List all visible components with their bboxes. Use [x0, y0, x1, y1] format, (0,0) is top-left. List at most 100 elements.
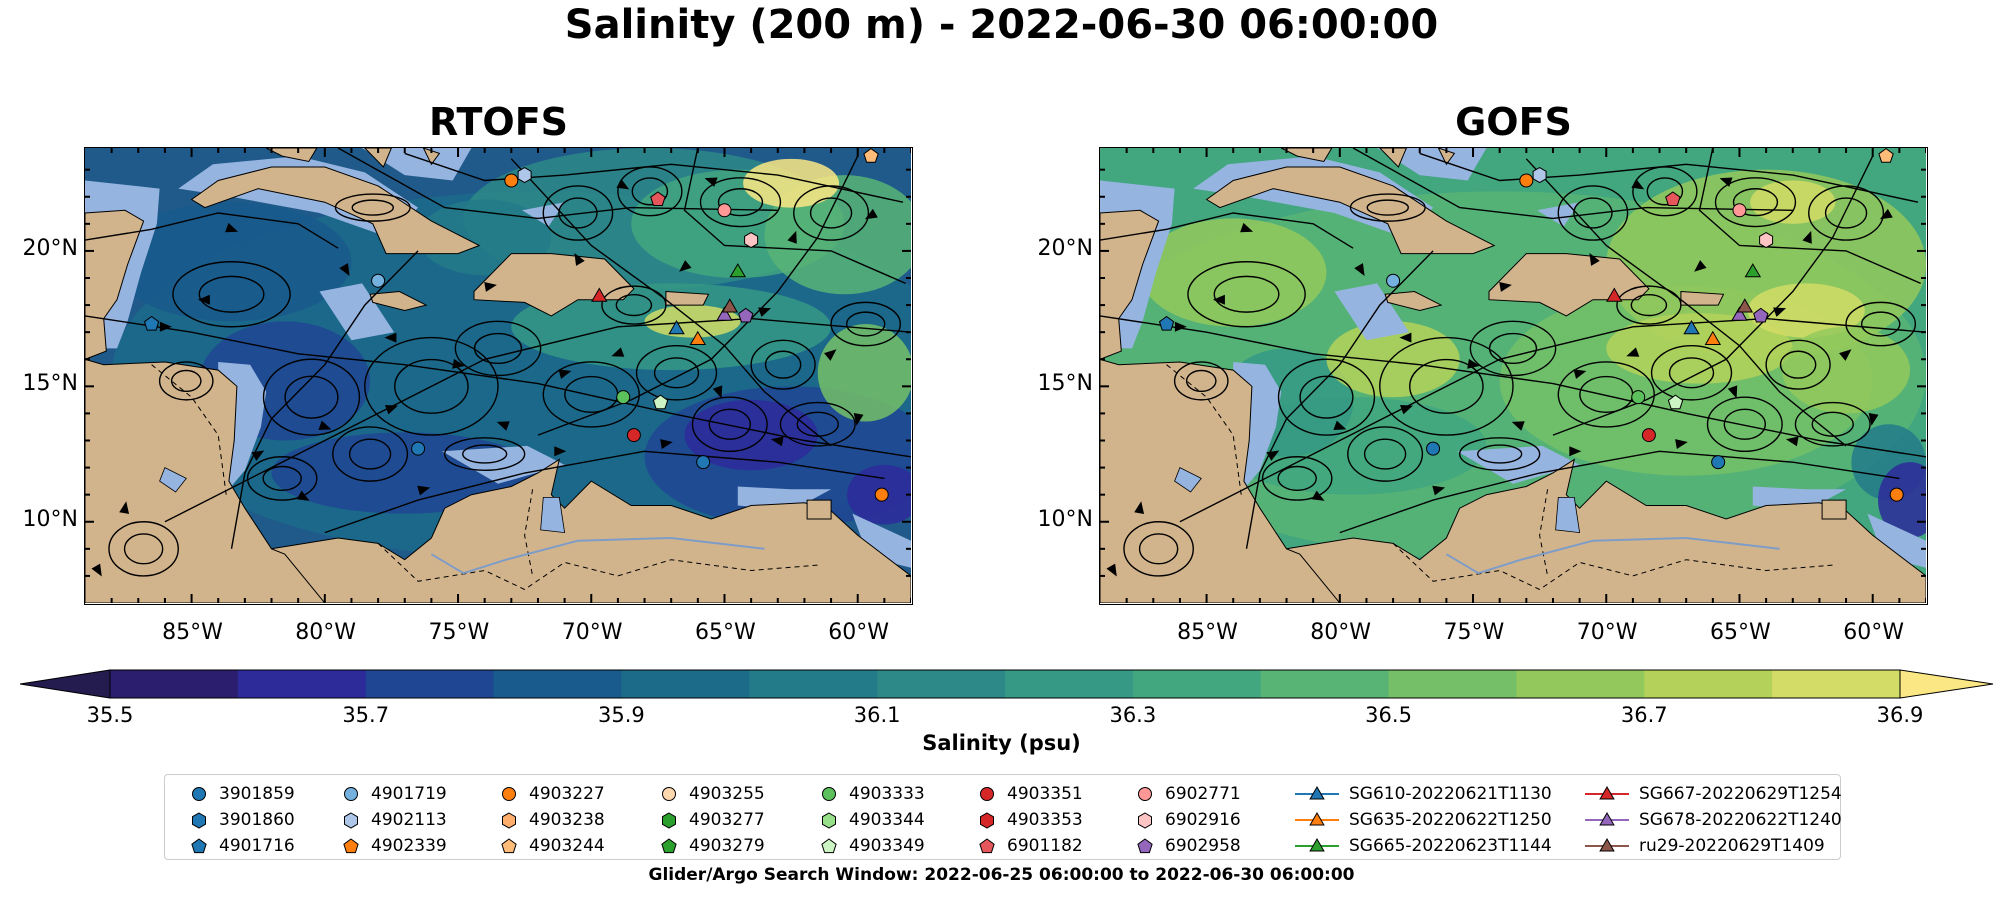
eddy-streamline: [1779, 350, 1817, 379]
glider-marker: [1683, 320, 1700, 335]
colorbar-segment: [1516, 670, 1645, 698]
colorbar-segment: [1388, 670, 1517, 698]
flow-arrow: [384, 405, 398, 415]
legend-item: ru29-20220629T1409: [1585, 833, 1842, 859]
glider-marker: [1736, 298, 1754, 313]
eddy-streamline: [123, 533, 164, 565]
shelf-area: [319, 283, 395, 341]
argo-float-marker: [411, 441, 426, 456]
eddy-streamline: [351, 199, 394, 216]
border-line: [377, 543, 818, 591]
eddy-streamline: [699, 177, 782, 228]
flow-arrow: [496, 421, 510, 431]
flow-arrow: [1839, 349, 1852, 361]
argo-float-marker: [874, 487, 889, 502]
argo-float-marker: [1665, 191, 1681, 206]
flow-arrow: [704, 177, 718, 187]
argo-pentagon-icon: [821, 838, 837, 854]
argo-pentagon-icon: [501, 838, 517, 854]
flow-arrow: [339, 263, 350, 276]
flow-arrow: [824, 349, 837, 361]
argo-circle-icon: [1138, 787, 1152, 801]
land-puertoRico: [1680, 290, 1725, 306]
legend-label: 4901716: [219, 836, 295, 856]
lon-tick-label: 60°W: [828, 620, 889, 645]
argo-float-marker: [738, 307, 754, 323]
current-streamlines: [85, 148, 911, 577]
eddy-streamline: [542, 185, 614, 241]
legend-label: 4903279: [689, 836, 765, 856]
colorbar-segment: [1260, 670, 1390, 698]
flow-arrow: [296, 490, 310, 501]
legend-item: 4901719: [341, 781, 447, 807]
eddy-streamline: [708, 408, 752, 440]
salinity-patch: [684, 399, 818, 471]
flow-arrow: [1694, 260, 1707, 272]
colorbar-segment: [621, 670, 750, 698]
eddy-streamline: [717, 188, 764, 217]
colorbar: [19, 668, 1995, 704]
map-gofs[interactable]: [1099, 147, 1928, 605]
streamline: [230, 250, 419, 549]
argo-circle-icon: [344, 787, 358, 801]
argo-circle-icon: [662, 787, 676, 801]
argo-float-marker: [1759, 232, 1774, 249]
border-line: [1539, 489, 1549, 576]
land-jamaica: [1384, 290, 1443, 312]
flow-arrow: [1106, 563, 1117, 577]
legend-label: 4903353: [1007, 810, 1083, 830]
lon-tick-label: 80°W: [1310, 620, 1372, 645]
eddy-streamline: [830, 301, 902, 347]
legend-item: 3901859: [189, 781, 295, 807]
lon-tick-label: 85°W: [162, 620, 223, 645]
argo-hexagon-icon: [502, 812, 516, 829]
legend-label: SG667-20220629T1254: [1639, 784, 1842, 804]
legend-label: 6902916: [1165, 810, 1241, 830]
land-southAmerica: [271, 458, 911, 603]
lake: [1555, 496, 1581, 534]
flow-arrow: [1727, 385, 1738, 399]
legend-item: 4903238: [499, 807, 605, 833]
colorbar-under-arrow: [19, 669, 111, 699]
glider-track-icon: [1295, 837, 1339, 852]
lon-tick-label: 75°W: [428, 620, 490, 645]
legend-label: 4903255: [689, 784, 765, 804]
colorbar-segment: [877, 670, 1006, 698]
legend-item: SG635-20220622T1250: [1295, 807, 1552, 833]
flow-arrow: [558, 369, 572, 379]
eddy-streamline: [542, 361, 640, 428]
colorbar-tick-label: 35.9: [598, 703, 645, 727]
colorbar-label: Salinity (psu): [922, 731, 1081, 755]
eddy-streamline: [444, 437, 526, 471]
eddy-streamline: [796, 411, 839, 437]
legend-item: 4903351: [977, 781, 1083, 807]
argo-float-marker: [696, 455, 711, 470]
shelf-area: [1867, 513, 1926, 568]
flow-arrow: [159, 321, 172, 332]
eddy-streamline: [1732, 188, 1779, 217]
flow-arrow: [1868, 413, 1879, 426]
argo-hexagon-icon: [662, 812, 676, 829]
eddy-streamline: [1723, 408, 1767, 440]
salinity-patch: [1878, 462, 1926, 538]
eddy-streamline: [262, 465, 302, 492]
eddy-streamline: [1488, 332, 1538, 365]
flow-arrow: [318, 420, 332, 430]
map-rtofs[interactable]: [84, 147, 913, 605]
eddy-streamline: [1187, 261, 1306, 328]
legend-label: SG635-20220622T1250: [1349, 810, 1552, 830]
shelf-area: [1457, 445, 1580, 484]
lake: [159, 467, 187, 493]
border-line: [1392, 543, 1833, 591]
legend-item: SG665-20220623T1144: [1295, 833, 1552, 859]
eddy-streamline: [461, 444, 508, 464]
legend-label: SG678-20220622T1240: [1639, 810, 1842, 830]
salinity-patch: [1750, 180, 1836, 224]
salinity-patch: [743, 158, 840, 208]
legend-item: 4903277: [659, 807, 765, 833]
eddy-streamline: [631, 177, 669, 206]
eddy-streamline: [1646, 177, 1684, 206]
colorbar-segment: [749, 670, 878, 698]
lat-tick-label: 10°N: [22, 506, 78, 532]
land-hispaniola: [1488, 253, 1650, 317]
